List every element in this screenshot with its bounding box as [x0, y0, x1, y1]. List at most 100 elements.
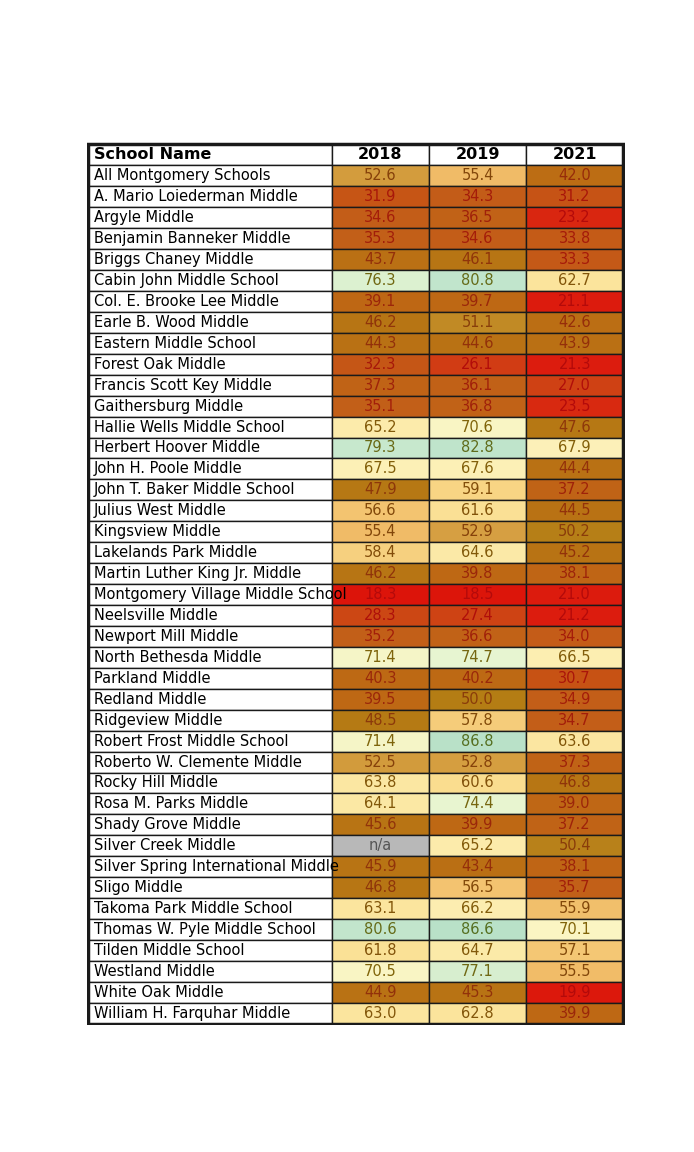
Bar: [332, 228, 429, 249]
Bar: [429, 458, 526, 479]
Bar: [88, 563, 332, 584]
Text: Francis Scott Key Middle: Francis Scott Key Middle: [94, 378, 271, 393]
Bar: [332, 856, 429, 877]
Text: Sligo Middle: Sligo Middle: [94, 880, 183, 895]
Text: 2019: 2019: [455, 147, 500, 162]
Text: 86.6: 86.6: [462, 922, 494, 937]
Text: 34.6: 34.6: [462, 232, 494, 247]
Bar: [88, 710, 332, 730]
Text: 58.4: 58.4: [364, 545, 396, 560]
Bar: [88, 187, 332, 207]
Text: 42.0: 42.0: [558, 168, 591, 183]
Bar: [526, 856, 623, 877]
Bar: [429, 354, 526, 374]
Text: Redland Middle: Redland Middle: [94, 691, 206, 706]
Bar: [429, 333, 526, 354]
Bar: [88, 438, 332, 458]
Text: 62.8: 62.8: [462, 1006, 494, 1021]
Bar: [88, 521, 332, 543]
Bar: [88, 626, 332, 647]
Bar: [526, 751, 623, 773]
Text: Argyle Middle: Argyle Middle: [94, 210, 194, 225]
Text: 70.6: 70.6: [462, 419, 494, 434]
Text: 23.5: 23.5: [559, 399, 591, 414]
Text: 66.2: 66.2: [462, 901, 494, 916]
Text: 61.8: 61.8: [364, 943, 396, 958]
Text: 44.9: 44.9: [364, 985, 396, 1000]
Text: Julius West Middle: Julius West Middle: [94, 503, 226, 518]
Bar: [332, 458, 429, 479]
Text: 38.1: 38.1: [559, 566, 591, 581]
Text: 46.2: 46.2: [364, 566, 396, 581]
Bar: [526, 899, 623, 919]
Text: Eastern Middle School: Eastern Middle School: [94, 335, 255, 351]
Bar: [429, 668, 526, 689]
Text: 46.1: 46.1: [462, 252, 494, 267]
Text: Roberto W. Clemente Middle: Roberto W. Clemente Middle: [94, 755, 302, 770]
Text: 44.4: 44.4: [559, 462, 591, 477]
Text: 46.2: 46.2: [364, 314, 396, 329]
Text: 44.3: 44.3: [364, 335, 396, 351]
Text: 63.6: 63.6: [559, 734, 591, 749]
Text: All Montgomery Schools: All Montgomery Schools: [94, 168, 270, 183]
Text: 77.1: 77.1: [462, 964, 494, 979]
Bar: [332, 395, 429, 417]
Bar: [526, 458, 623, 479]
Text: 57.1: 57.1: [559, 943, 591, 958]
Bar: [332, 794, 429, 814]
Text: 43.4: 43.4: [462, 859, 494, 874]
Bar: [526, 689, 623, 710]
Bar: [88, 877, 332, 899]
Bar: [332, 751, 429, 773]
Text: 39.9: 39.9: [559, 1006, 591, 1021]
Text: 59.1: 59.1: [462, 483, 494, 498]
Bar: [429, 626, 526, 647]
Text: 62.7: 62.7: [558, 273, 591, 288]
Bar: [526, 291, 623, 312]
Text: Silver Creek Middle: Silver Creek Middle: [94, 839, 235, 854]
Text: 50.0: 50.0: [462, 691, 494, 706]
Bar: [429, 249, 526, 270]
Text: 57.8: 57.8: [462, 713, 494, 728]
Bar: [88, 500, 332, 521]
Text: 82.8: 82.8: [462, 440, 494, 455]
Text: 36.8: 36.8: [462, 399, 494, 414]
Bar: [429, 689, 526, 710]
Text: William H. Farquhar Middle: William H. Farquhar Middle: [94, 1006, 290, 1021]
Text: 45.6: 45.6: [364, 817, 396, 833]
Bar: [526, 626, 623, 647]
Text: 34.0: 34.0: [559, 629, 591, 644]
Text: 37.3: 37.3: [559, 755, 591, 770]
Text: 80.6: 80.6: [364, 922, 396, 937]
Text: 19.9: 19.9: [559, 985, 591, 1000]
Bar: [429, 856, 526, 877]
Text: 47.9: 47.9: [364, 483, 396, 498]
Bar: [332, 291, 429, 312]
Bar: [429, 438, 526, 458]
Bar: [526, 835, 623, 856]
Text: 34.9: 34.9: [559, 691, 591, 706]
Bar: [332, 940, 429, 961]
Bar: [429, 710, 526, 730]
Text: 64.7: 64.7: [462, 943, 494, 958]
Bar: [526, 919, 623, 940]
Bar: [88, 689, 332, 710]
Bar: [332, 961, 429, 982]
Bar: [526, 605, 623, 626]
Text: 36.1: 36.1: [462, 378, 494, 393]
Text: 39.8: 39.8: [462, 566, 494, 581]
Bar: [526, 187, 623, 207]
Bar: [526, 333, 623, 354]
Text: 56.6: 56.6: [364, 503, 396, 518]
Bar: [88, 543, 332, 563]
Bar: [429, 899, 526, 919]
Text: 46.8: 46.8: [559, 775, 591, 790]
Text: 33.8: 33.8: [559, 232, 591, 247]
Text: John H. Poole Middle: John H. Poole Middle: [94, 462, 242, 477]
Bar: [332, 563, 429, 584]
Bar: [332, 354, 429, 374]
Bar: [332, 333, 429, 354]
Text: 67.6: 67.6: [462, 462, 494, 477]
Text: 35.7: 35.7: [559, 880, 591, 895]
Text: 50.4: 50.4: [559, 839, 591, 854]
